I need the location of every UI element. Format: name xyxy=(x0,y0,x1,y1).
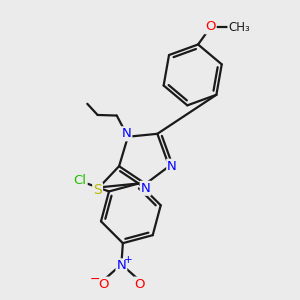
Text: N: N xyxy=(167,160,177,173)
Text: +: + xyxy=(124,255,132,265)
Text: S: S xyxy=(93,183,102,197)
Text: N: N xyxy=(122,127,131,140)
Text: CH₃: CH₃ xyxy=(228,21,250,34)
Text: N: N xyxy=(116,259,126,272)
Text: O: O xyxy=(98,278,108,291)
Text: N: N xyxy=(141,182,151,195)
Text: −: − xyxy=(90,273,100,286)
Text: Cl: Cl xyxy=(74,174,87,187)
Text: O: O xyxy=(134,278,145,291)
Text: O: O xyxy=(205,20,216,33)
